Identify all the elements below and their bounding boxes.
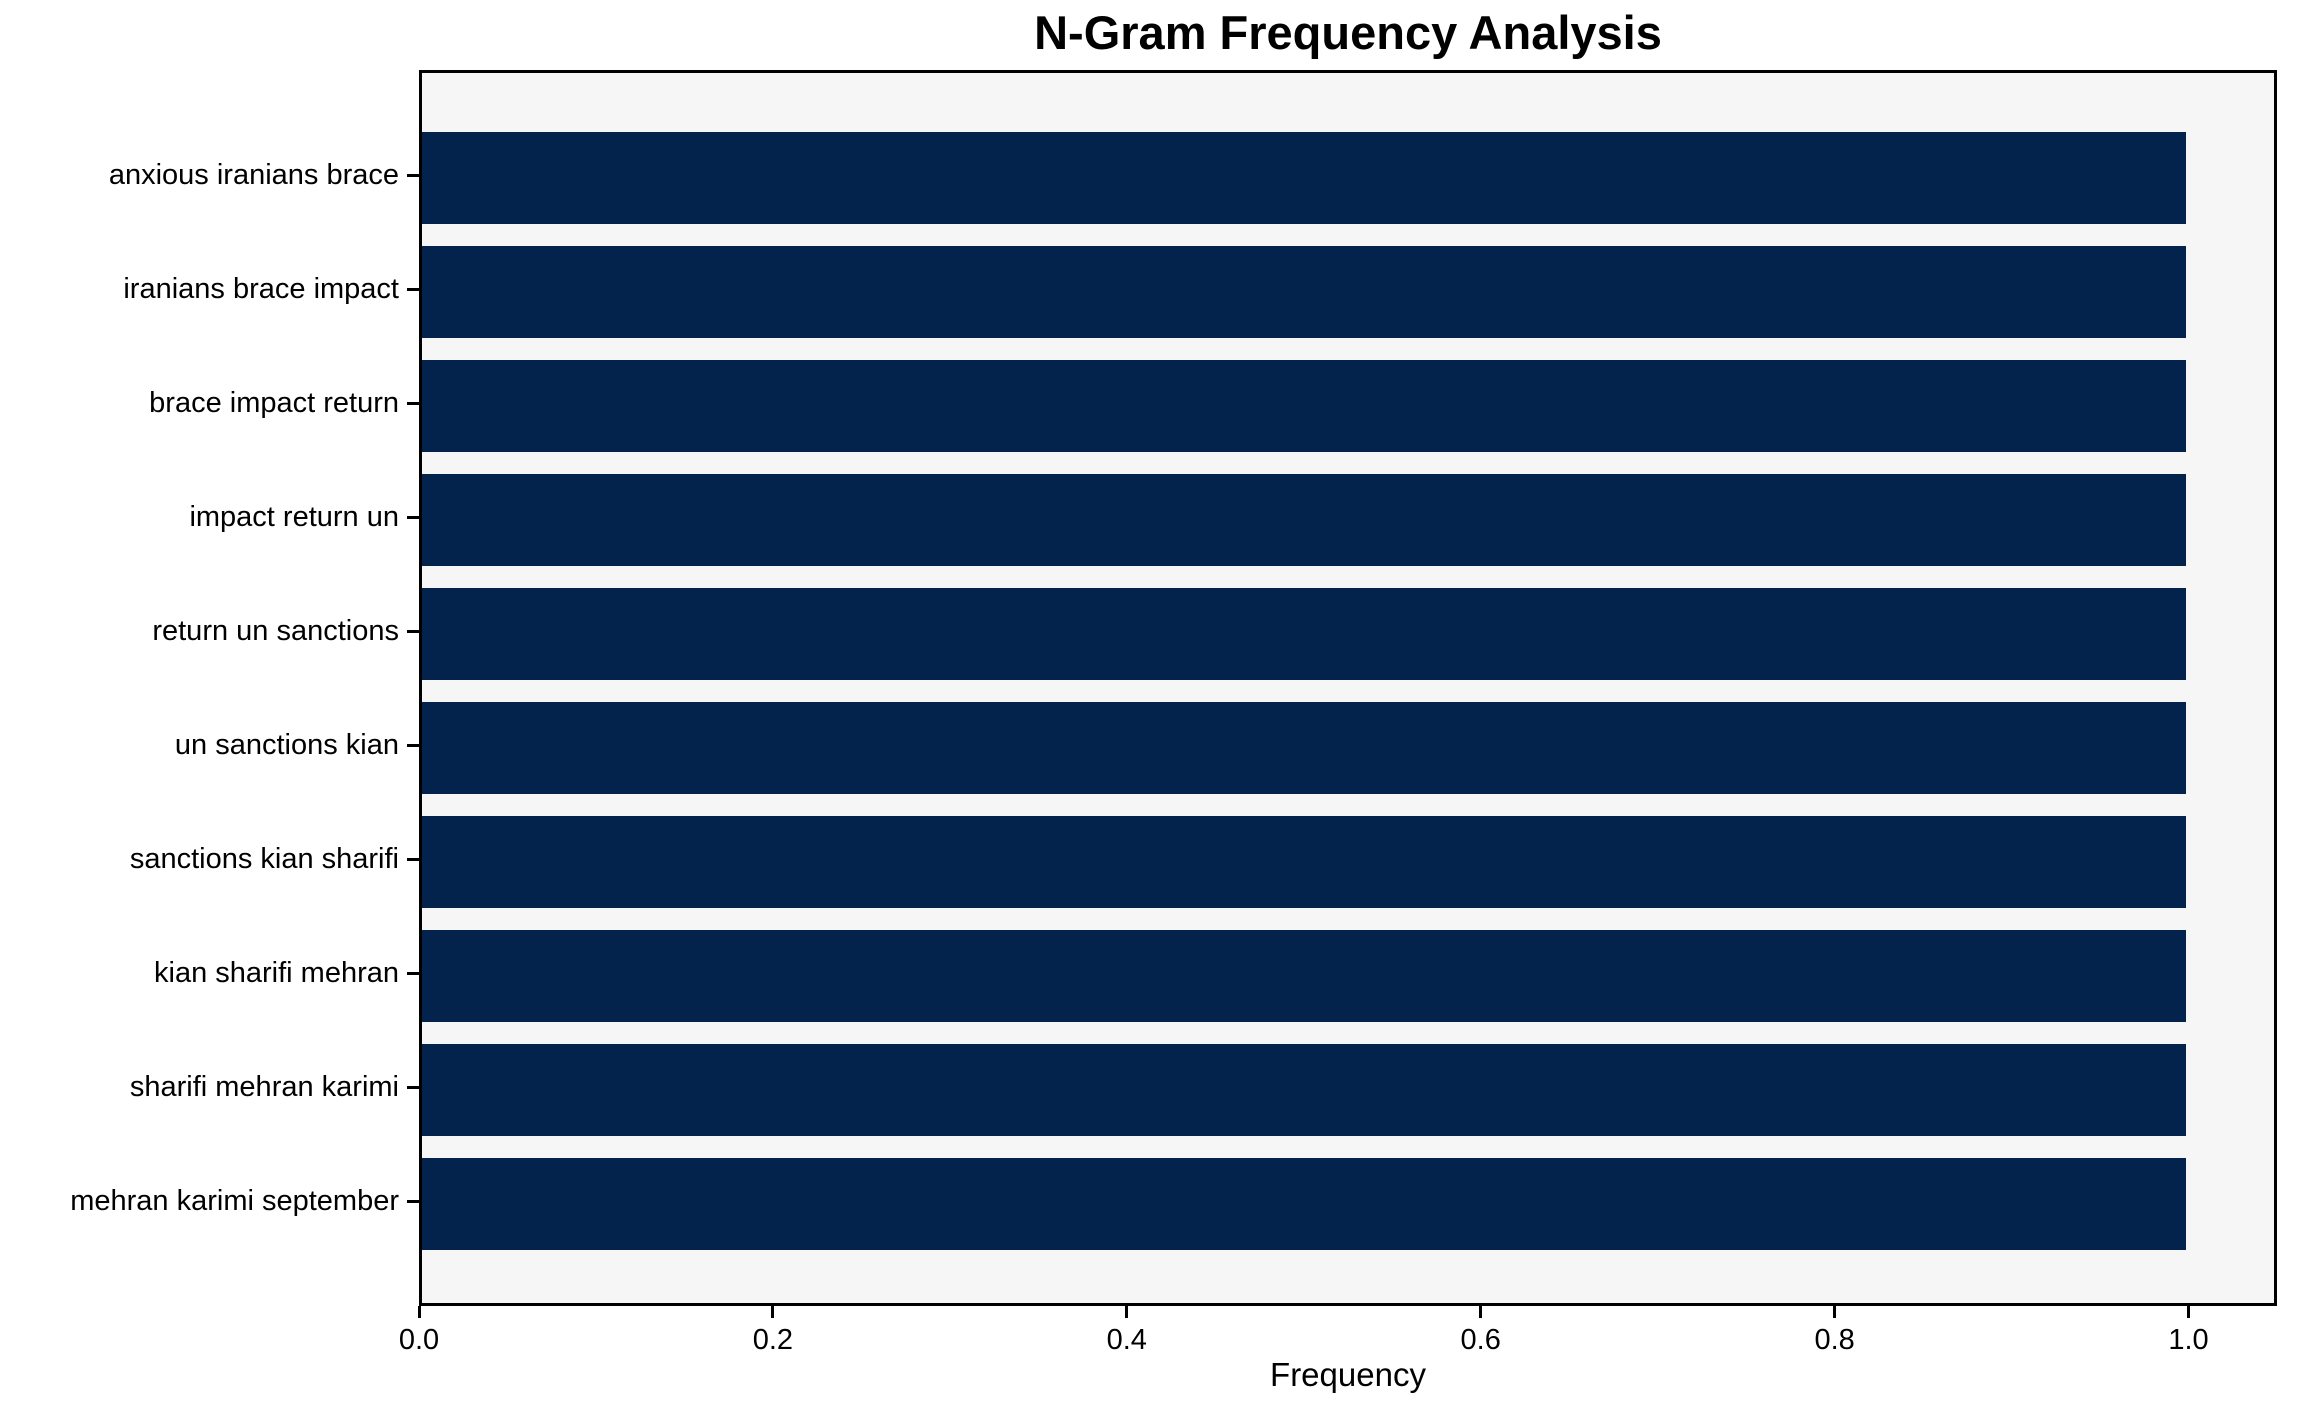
x-tick-label: 1.0: [2168, 1324, 2209, 1356]
bar: [422, 1158, 2186, 1250]
y-tick-mark: [407, 743, 419, 747]
y-tick-label: mehran karimi september: [70, 1185, 399, 1217]
y-tick-mark: [407, 971, 419, 975]
y-tick-mark: [407, 1199, 419, 1203]
bar: [422, 132, 2186, 224]
bar: [422, 588, 2186, 680]
y-tick-mark: [407, 401, 419, 405]
bar: [422, 702, 2186, 794]
y-tick-label: impact return un: [189, 501, 399, 533]
bar: [422, 246, 2186, 338]
x-tick-mark: [417, 1306, 421, 1318]
y-tick-mark: [407, 1085, 419, 1089]
x-tick-mark: [1833, 1306, 1837, 1318]
x-tick-mark: [1125, 1306, 1129, 1318]
plot-area: [419, 70, 2277, 1306]
y-tick-mark: [407, 629, 419, 633]
y-tick-label: brace impact return: [149, 387, 399, 419]
bar: [422, 474, 2186, 566]
chart-title: N-Gram Frequency Analysis: [1034, 6, 1662, 59]
x-tick-label: 0.6: [1460, 1324, 1501, 1356]
x-tick-label: 0.8: [1814, 1324, 1855, 1356]
x-tick-label: 0.4: [1106, 1324, 1147, 1356]
x-tick-mark: [1479, 1306, 1483, 1318]
bar: [422, 1044, 2186, 1136]
y-tick-mark: [407, 173, 419, 177]
x-axis-label: Frequency: [1270, 1356, 1426, 1393]
y-tick-mark: [407, 857, 419, 861]
bar: [422, 930, 2186, 1022]
y-tick-label: sanctions kian sharifi: [129, 843, 399, 875]
x-tick-mark: [2187, 1306, 2191, 1318]
x-tick-label: 0.0: [398, 1324, 440, 1356]
bar: [422, 816, 2186, 908]
y-tick-label: sharifi mehran karimi: [129, 1071, 399, 1103]
y-tick-label: anxious iranians brace: [108, 159, 399, 191]
x-tick-label: 0.2: [752, 1324, 794, 1356]
y-tick-label: iranians brace impact: [123, 273, 399, 305]
y-tick-mark: [407, 287, 419, 291]
y-tick-label: un sanctions kian: [174, 729, 399, 761]
y-tick-label: kian sharifi mehran: [154, 957, 399, 989]
y-tick-mark: [407, 515, 419, 519]
y-tick-label: return un sanctions: [152, 615, 399, 647]
bar: [422, 360, 2186, 452]
x-tick-mark: [771, 1306, 775, 1318]
